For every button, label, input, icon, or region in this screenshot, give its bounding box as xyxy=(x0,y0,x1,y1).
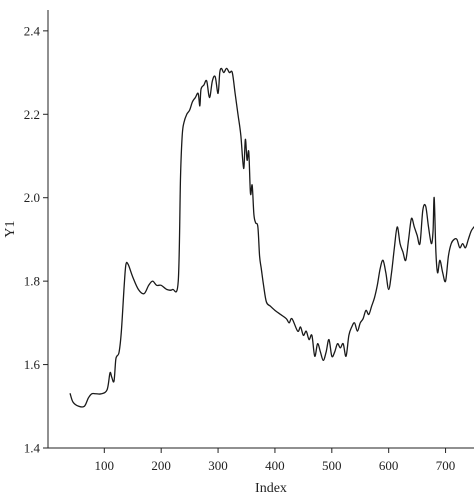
x-tick-label: 400 xyxy=(265,458,285,473)
x-tick-label: 200 xyxy=(151,458,171,473)
y-tick-label: 1.8 xyxy=(24,274,40,289)
x-tick-label: 600 xyxy=(379,458,399,473)
y-ticks: 1.4 1.6 1.8 2.0 2.2 2.4 xyxy=(24,23,48,456)
x-tick-label: 700 xyxy=(436,458,456,473)
x-ticks: 100 200 300 400 500 600 700 xyxy=(95,448,456,473)
series-line xyxy=(69,67,474,408)
series-layer xyxy=(69,67,474,408)
x-tick-label: 500 xyxy=(322,458,342,473)
y-tick-label: 2.0 xyxy=(24,190,40,205)
y-axis-title: Y1 xyxy=(3,220,18,237)
axes xyxy=(47,10,474,449)
y-tick-label: 2.4 xyxy=(24,23,41,38)
x-axis-title: Index xyxy=(255,481,287,496)
x-tick-label: 300 xyxy=(208,458,228,473)
y-tick-label: 2.2 xyxy=(24,107,40,122)
x-tick-label: 100 xyxy=(95,458,115,473)
y-tick-label: 1.6 xyxy=(24,357,41,372)
y-tick-label: 1.4 xyxy=(24,441,41,456)
